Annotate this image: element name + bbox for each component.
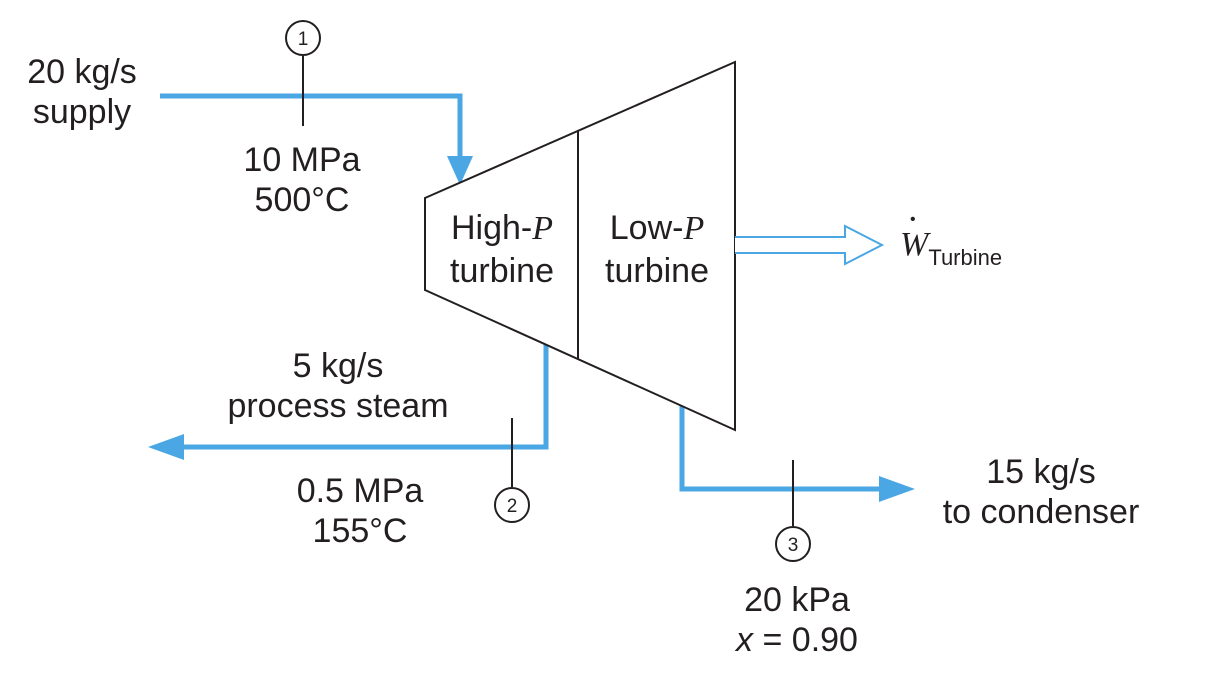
extraction-stream-line xyxy=(178,344,549,450)
inlet-state-label: 10 MPa 500°C xyxy=(222,140,382,220)
inlet-pressure: 10 MPa xyxy=(243,141,361,179)
extraction-pressure: 0.5 MPa xyxy=(296,472,424,510)
inlet-temperature: 500°C xyxy=(254,181,350,219)
work-symbol: W xyxy=(900,226,929,263)
inlet-stream-line xyxy=(160,93,463,162)
exhaust-quality-var: x xyxy=(736,621,754,659)
exhaust-flow-label: 15 kg/s to condenser xyxy=(918,452,1164,532)
inlet-flow-line2: supply xyxy=(32,93,132,131)
exhaust-stream-line xyxy=(679,406,885,492)
low-label-var: P xyxy=(683,210,705,247)
high-label-var: P xyxy=(532,210,554,247)
exhaust-quality-value: = 0.90 xyxy=(753,621,858,659)
state1-circle xyxy=(285,20,321,56)
low-pressure-turbine-label: Low-P turbine xyxy=(582,207,732,292)
extraction-flow-line1: 5 kg/s xyxy=(292,347,384,385)
extraction-flow-label: 5 kg/s process steam xyxy=(198,346,478,426)
state3-circle xyxy=(775,526,811,562)
high-label-line2: turbine xyxy=(450,252,554,290)
work-dot: • xyxy=(910,211,916,228)
extraction-flow-line2: process steam xyxy=(227,387,449,425)
state3-number: 3 xyxy=(788,535,799,556)
extraction-state-label: 0.5 MPa 155°C xyxy=(275,471,445,551)
exhaust-arrowhead xyxy=(879,476,915,502)
turbine-body xyxy=(424,60,736,432)
exhaust-flow-line1: 15 kg/s xyxy=(986,453,1096,491)
work-output-arrow xyxy=(735,224,885,266)
extraction-temperature: 155°C xyxy=(312,512,408,550)
exhaust-quality: x = 0.90 xyxy=(712,620,882,660)
inlet-flow-label: 20 kg/s supply xyxy=(14,52,150,132)
state2-number: 2 xyxy=(507,496,518,517)
low-label-line2: turbine xyxy=(605,252,709,290)
high-label-prefix: High- xyxy=(450,209,533,247)
high-pressure-turbine-label: High-P turbine xyxy=(428,207,576,292)
inlet-flow-line1: 20 kg/s xyxy=(27,53,137,91)
state2-circle xyxy=(494,487,530,523)
state1-number: 1 xyxy=(298,29,309,50)
inlet-arrowhead xyxy=(447,156,473,185)
work-subscript: Turbine xyxy=(928,245,1003,270)
exhaust-pressure: 20 kPa xyxy=(744,581,850,619)
exhaust-state-label: 20 kPa x = 0.90 xyxy=(712,580,882,660)
low-label-prefix: Low- xyxy=(609,209,684,247)
exhaust-flow-line2: to condenser xyxy=(942,493,1140,531)
work-output-label: • W Turbine xyxy=(900,211,1002,270)
extraction-arrowhead xyxy=(148,434,184,460)
